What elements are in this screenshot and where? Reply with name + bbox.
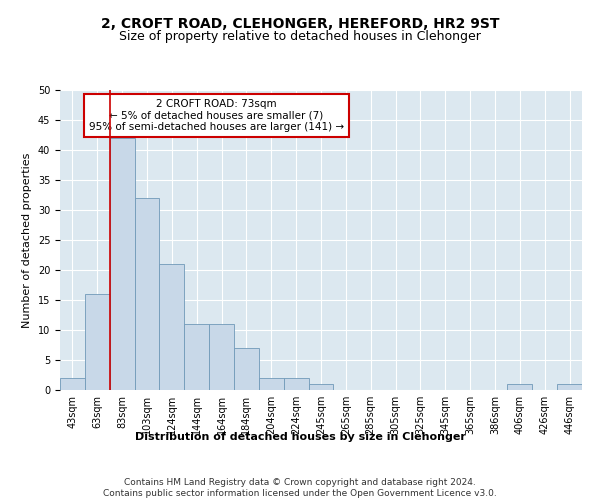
Text: Distribution of detached houses by size in Clehonger: Distribution of detached houses by size …: [134, 432, 466, 442]
Bar: [557, 384, 582, 390]
Y-axis label: Number of detached properties: Number of detached properties: [22, 152, 32, 328]
Bar: [85, 294, 110, 390]
Bar: [508, 384, 532, 390]
Text: 2 CROFT ROAD: 73sqm
← 5% of detached houses are smaller (7)
95% of semi-detached: 2 CROFT ROAD: 73sqm ← 5% of detached hou…: [89, 99, 344, 132]
Bar: [234, 348, 259, 390]
Bar: [184, 324, 209, 390]
Bar: [110, 138, 134, 390]
Text: Contains HM Land Registry data © Crown copyright and database right 2024.
Contai: Contains HM Land Registry data © Crown c…: [103, 478, 497, 498]
Bar: [284, 378, 308, 390]
Bar: [134, 198, 160, 390]
Bar: [308, 384, 334, 390]
Text: 2, CROFT ROAD, CLEHONGER, HEREFORD, HR2 9ST: 2, CROFT ROAD, CLEHONGER, HEREFORD, HR2 …: [101, 18, 499, 32]
Bar: [60, 378, 85, 390]
Bar: [209, 324, 234, 390]
Text: Size of property relative to detached houses in Clehonger: Size of property relative to detached ho…: [119, 30, 481, 43]
Bar: [259, 378, 284, 390]
Bar: [160, 264, 184, 390]
